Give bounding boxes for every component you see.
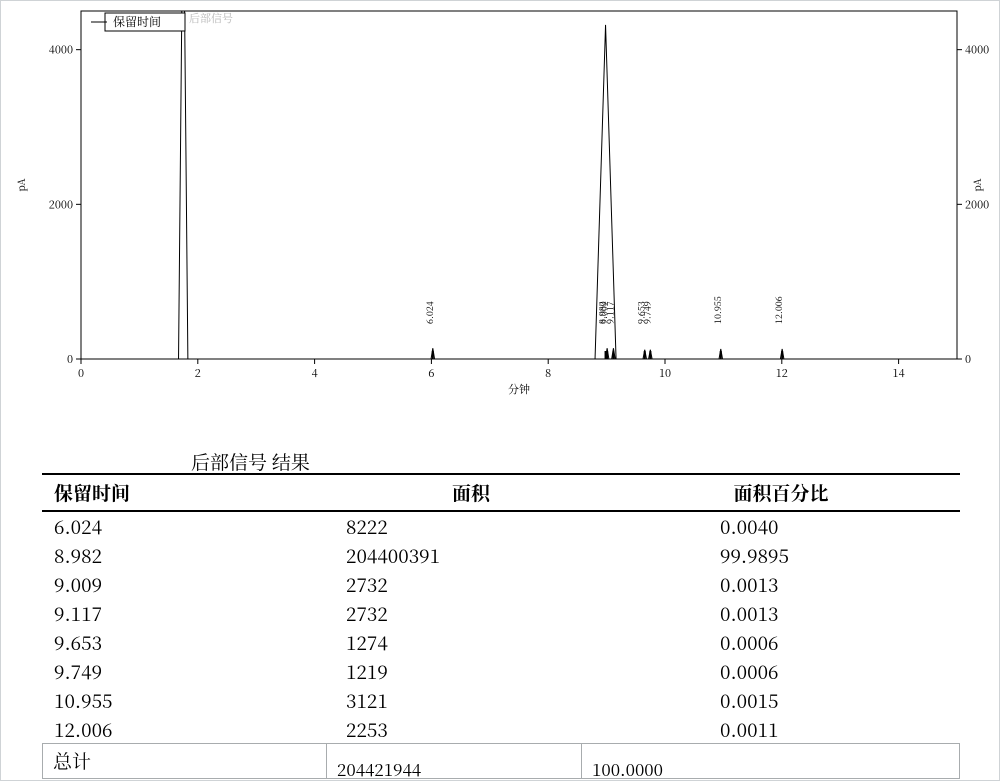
totals-area: 204421944 <box>327 744 582 778</box>
cell-area: 2253 <box>340 715 602 744</box>
table-row: 9.11727320.0013 <box>42 599 960 628</box>
cell-pct: 0.0013 <box>602 599 960 628</box>
svg-text:4: 4 <box>312 365 318 381</box>
svg-text:6.024: 6.024 <box>423 301 436 324</box>
svg-text:0: 0 <box>965 351 971 367</box>
svg-text:分钟: 分钟 <box>508 381 530 397</box>
svg-text:8: 8 <box>545 365 551 381</box>
svg-text:0: 0 <box>67 351 73 367</box>
cell-pct: 0.0015 <box>602 686 960 715</box>
chromatogram-chart: pA pA 0 2000 4000 0 2000 4000 0 2 4 6 8 10 12 14 分钟 6.024… <box>11 5 991 405</box>
cell-rt: 9.009 <box>42 570 340 599</box>
cell-rt: 9.117 <box>42 599 340 628</box>
col-header-pct: 面积百分比 <box>602 474 960 511</box>
cell-area: 204400391 <box>340 541 602 570</box>
svg-text:2000: 2000 <box>49 196 73 212</box>
totals-pct: 100.0000 <box>582 744 960 778</box>
svg-text:2000: 2000 <box>965 196 989 212</box>
table-row: 9.65312740.0006 <box>42 628 960 657</box>
cell-area: 3121 <box>340 686 602 715</box>
cell-rt: 9.653 <box>42 628 340 657</box>
svg-text:10: 10 <box>659 365 671 381</box>
svg-text:6: 6 <box>428 365 434 381</box>
chromatogram-svg: pA pA 0 2000 4000 0 2000 4000 0 2 4 6 8 10 12 14 分钟 6.024… <box>11 5 991 405</box>
results-table: 保留时间 面积 面积百分比 6.02482220.00408.982204400… <box>42 473 960 744</box>
cell-area: 2732 <box>340 570 602 599</box>
cell-pct: 99.9895 <box>602 541 960 570</box>
cell-area: 2732 <box>340 599 602 628</box>
table-row: 9.74912190.0006 <box>42 657 960 686</box>
svg-text:pA: pA <box>13 178 28 192</box>
cell-rt: 8.982 <box>42 541 340 570</box>
totals-label: 总计 <box>43 744 327 778</box>
table-header-row: 保留时间 面积 面积百分比 <box>42 474 960 511</box>
svg-text:9.749: 9.749 <box>640 301 653 324</box>
table-row: 8.98220440039199.9895 <box>42 541 960 570</box>
cell-rt: 9.749 <box>42 657 340 686</box>
table-row: 12.00622530.0011 <box>42 715 960 744</box>
svg-text:4000: 4000 <box>965 42 989 58</box>
cell-area: 1219 <box>340 657 602 686</box>
totals-row: 总计 204421944 100.0000 <box>42 743 960 779</box>
svg-text:9.117: 9.117 <box>603 301 616 324</box>
svg-text:pA: pA <box>969 178 984 192</box>
page-root: pA pA 0 2000 4000 0 2000 4000 0 2 4 6 8 10 12 14 分钟 6.024… <box>0 0 1000 781</box>
cell-pct: 0.0011 <box>602 715 960 744</box>
col-header-area: 面积 <box>340 474 602 511</box>
svg-text:12.006: 12.006 <box>772 296 785 324</box>
col-header-rt: 保留时间 <box>42 474 340 511</box>
svg-text:12: 12 <box>776 365 788 381</box>
svg-text:保留时间: 保留时间 <box>113 13 161 30</box>
svg-text:2: 2 <box>195 365 201 381</box>
cell-area: 1274 <box>340 628 602 657</box>
cell-rt: 10.955 <box>42 686 340 715</box>
svg-text:0: 0 <box>78 365 84 381</box>
cell-pct: 0.0013 <box>602 570 960 599</box>
cell-area: 8222 <box>340 511 602 541</box>
svg-text:4000: 4000 <box>49 42 73 58</box>
cell-rt: 6.024 <box>42 511 340 541</box>
results-title: 后部信号 结果 <box>191 448 310 475</box>
cell-pct: 0.0040 <box>602 511 960 541</box>
table-row: 9.00927320.0013 <box>42 570 960 599</box>
table-row: 6.02482220.0040 <box>42 511 960 541</box>
cell-rt: 12.006 <box>42 715 340 744</box>
cell-pct: 0.0006 <box>602 628 960 657</box>
svg-text:10.955: 10.955 <box>711 296 724 324</box>
svg-text:14: 14 <box>893 365 905 381</box>
cell-pct: 0.0006 <box>602 657 960 686</box>
table-row: 10.95531210.0015 <box>42 686 960 715</box>
svg-text:后部信号: 后部信号 <box>189 10 233 26</box>
